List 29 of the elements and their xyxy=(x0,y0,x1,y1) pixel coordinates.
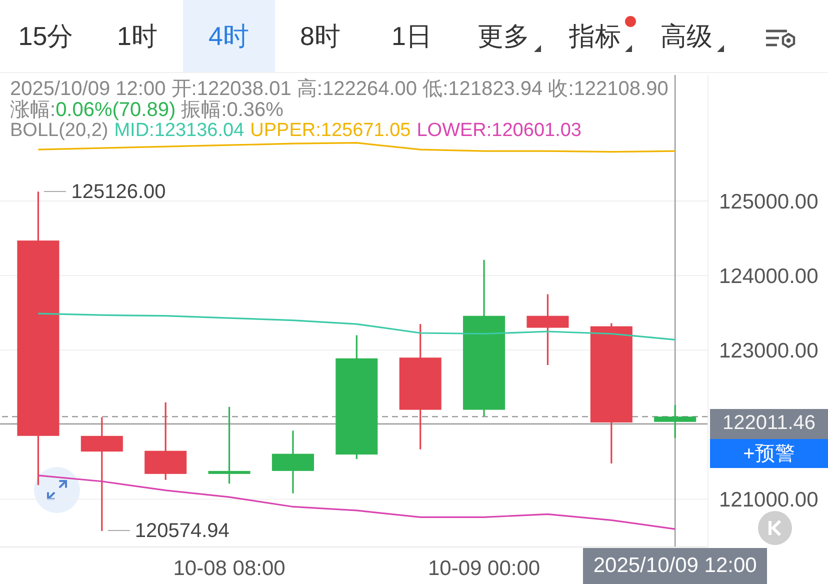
series-label: UPPER:125671.05 xyxy=(250,120,411,141)
x-tick-label: 10-09 00:00 xyxy=(428,556,540,580)
annotation: 120574.94 xyxy=(134,518,230,543)
line-series xyxy=(37,312,676,341)
text: +预警 xyxy=(710,438,828,468)
text: MID:123136.04 xyxy=(114,120,244,141)
text: 高级 xyxy=(660,20,712,52)
candlestick xyxy=(654,404,696,439)
text: 指标 xyxy=(568,20,621,52)
text: 1时 xyxy=(117,20,158,52)
text: 1日 xyxy=(392,20,432,52)
text: 4时 xyxy=(208,20,249,52)
text: 15分 xyxy=(18,20,74,52)
y-tick-label: 124000.00 xyxy=(719,265,818,288)
legend-title: BOLL(20,2) xyxy=(10,120,108,141)
candlestick xyxy=(208,406,250,484)
y-tick-label: 125000.00 xyxy=(719,190,818,214)
text: LOWER:120601.03 xyxy=(416,120,582,141)
text: 涨幅:0.06%(70.89) 振幅:0.36% xyxy=(10,99,284,121)
text: 2025/10/09 12:00 xyxy=(583,548,768,584)
line-series xyxy=(37,142,676,153)
text: 更多 xyxy=(477,20,530,52)
text: 8时 xyxy=(300,20,340,52)
x-tick-label: 10-08 08:00 xyxy=(173,556,286,580)
chart-title: 2025/10/09 12:00 开:122038.01 高:122264.00 低:121823.94 收:122108.90 xyxy=(10,78,668,100)
y-tick-label: 123000.00 xyxy=(719,340,818,363)
y-tick-label: 121000.00 xyxy=(719,488,818,512)
annotation: 125126.00 xyxy=(71,180,166,204)
text: 122011.46 xyxy=(710,408,828,439)
